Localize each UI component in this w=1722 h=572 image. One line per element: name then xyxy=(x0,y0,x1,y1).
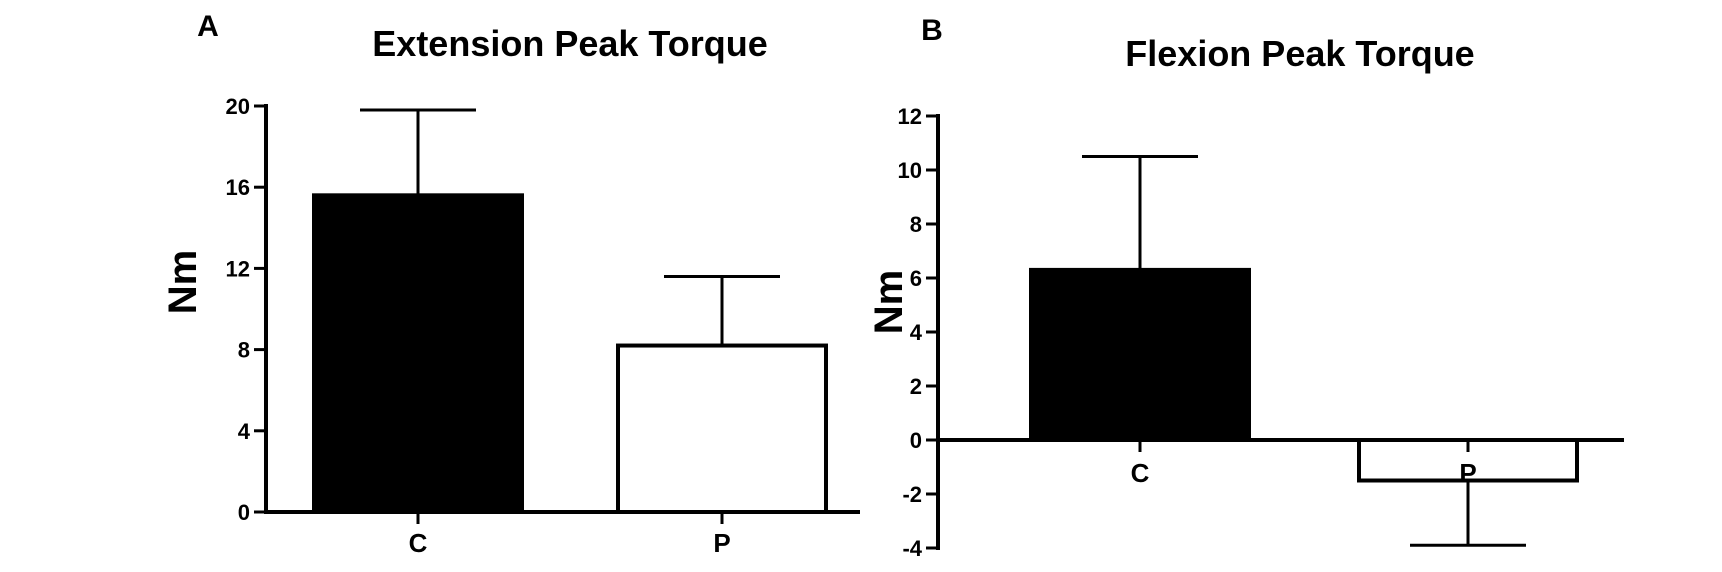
chart-title-b: Flexion Peak Torque xyxy=(1125,33,1474,74)
panel-a-y-tick-label: 12 xyxy=(226,256,250,281)
panel-b-y-tick-label: -2 xyxy=(902,482,922,507)
panel-a-category-label-p: P xyxy=(713,528,730,558)
panel-a: A Extension Peak Torque Nm 0 4 8 12 16 20 C P xyxy=(161,10,860,558)
panel-b: B Flexion Peak Torque Nm -4 -2 0 2 4 6 8 10 12 C P xyxy=(867,14,1624,561)
panel-a-y-tick-label: 0 xyxy=(238,500,250,525)
panel-b-y-tick-label: 12 xyxy=(898,104,922,129)
panel-b-category-label-p: P xyxy=(1459,458,1476,488)
panel-a-category-label-c: C xyxy=(409,528,428,558)
panel-letter-b: B xyxy=(921,14,943,47)
panel-b-y-tick-label: 6 xyxy=(910,266,922,291)
y-axis-label-a: Nm xyxy=(161,250,205,314)
panel-b-y-tick-label: 2 xyxy=(910,374,922,399)
panel-letter-a: A xyxy=(197,10,219,43)
panel-a-y-tick-label: 4 xyxy=(238,419,251,444)
panel-b-y-tick-label: 10 xyxy=(898,158,922,183)
panel-b-y-tick-label: 4 xyxy=(910,320,923,345)
panel-b-bar-c xyxy=(1029,267,1251,442)
panel-a-y-tick-label: 20 xyxy=(226,94,250,119)
panel-a-y-tick-label: 16 xyxy=(226,175,250,200)
y-axis-label-b: Nm xyxy=(867,270,911,334)
panel-b-y-tick-label: 0 xyxy=(910,428,922,453)
chart-title-a: Extension Peak Torque xyxy=(372,23,767,64)
panel-a-y-tick-label: 8 xyxy=(238,338,250,363)
panel-a-bar-p xyxy=(616,343,828,515)
panel-b-y-tick-label: -4 xyxy=(902,536,922,561)
panel-b-y-tick-label: 8 xyxy=(910,212,922,237)
panel-a-bar-c xyxy=(312,193,524,514)
panel-b-category-label-c: C xyxy=(1131,458,1150,488)
